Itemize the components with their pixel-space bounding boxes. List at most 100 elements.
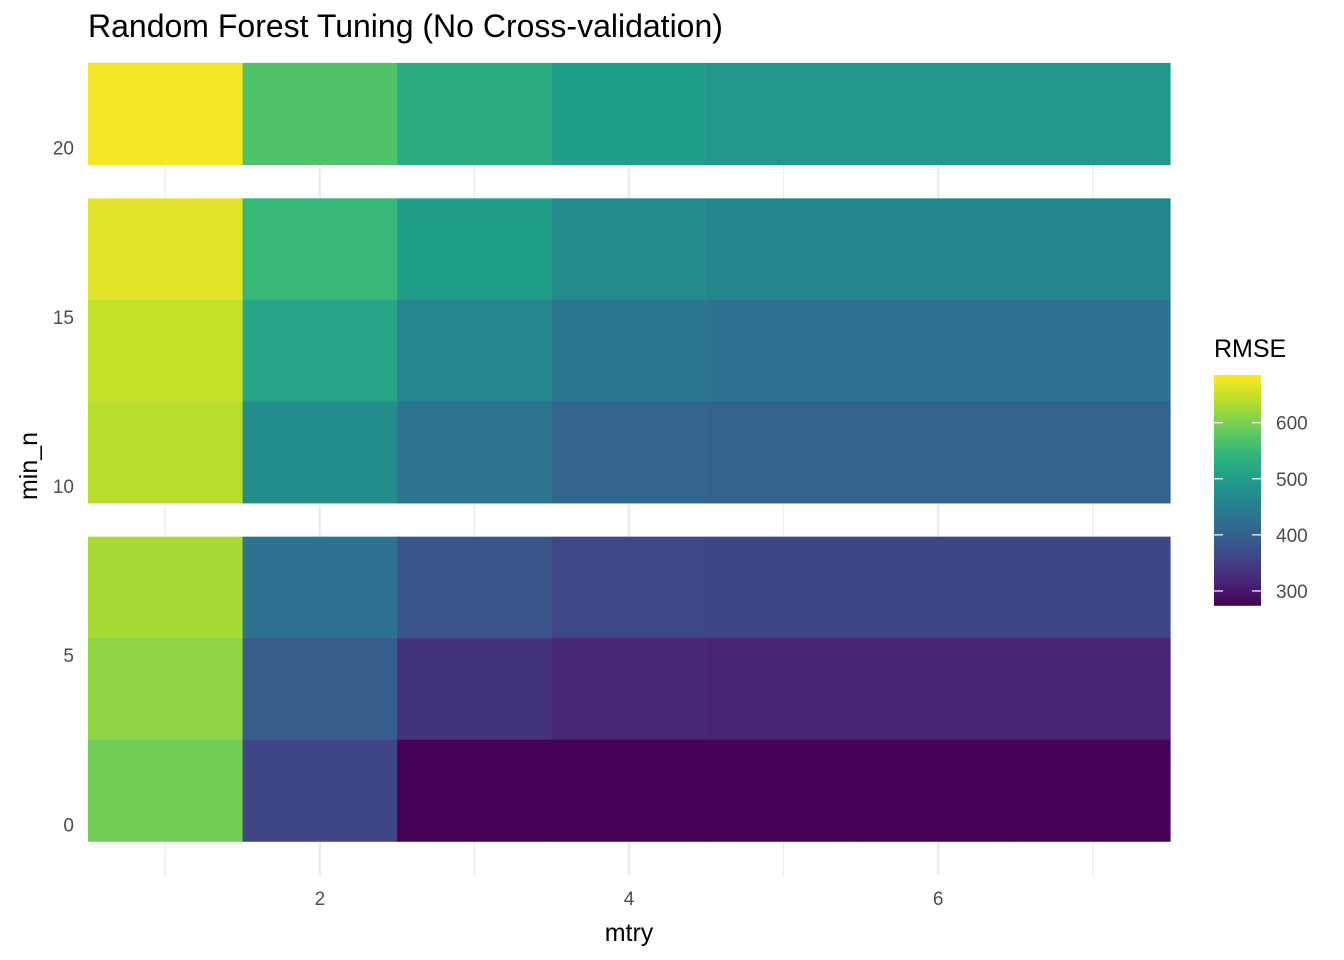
- heatmap-cell: [242, 198, 398, 301]
- heatmap-cell: [242, 299, 398, 402]
- legend-colorbar-segment: [1214, 394, 1261, 399]
- heatmap-cell: [551, 536, 707, 639]
- legend-colorbar-segment: [1214, 536, 1261, 541]
- legend-colorbar-segment: [1214, 417, 1261, 422]
- heatmap-cell: [242, 401, 398, 504]
- legend-colorbar-segment: [1214, 401, 1261, 407]
- legend-colorbar-segment: [1214, 597, 1261, 602]
- legend-colorbar-segment: [1214, 582, 1261, 587]
- legend-colorbar-segment: [1214, 593, 1261, 599]
- x-axis-ticks: 2 4 6: [315, 889, 944, 910]
- legend-colorbar-segment: [1214, 555, 1261, 560]
- heatmap-cell: [551, 638, 707, 741]
- heatmap-cell: [1015, 638, 1171, 741]
- y-tick-label: 0: [63, 815, 74, 836]
- legend-tick-label: 600: [1276, 414, 1308, 435]
- legend-colorbar-segment: [1214, 578, 1261, 583]
- heatmap-cell: [397, 536, 553, 639]
- x-axis-title: mtry: [605, 919, 654, 947]
- heatmap-cell: [88, 299, 244, 402]
- legend-colorbar-segment: [1214, 455, 1261, 461]
- legend-colorbar-segment: [1214, 490, 1261, 495]
- legend-colorbar-segment: [1214, 467, 1261, 472]
- y-tick-label: 5: [63, 646, 74, 667]
- y-tick-label: 15: [53, 308, 74, 329]
- legend-tick-label: 400: [1276, 526, 1308, 547]
- heatmap-cells: [88, 63, 1171, 842]
- heatmap-cell: [706, 739, 862, 842]
- legend-colorbar-segment: [1214, 478, 1261, 484]
- legend-colorbar-segment: [1214, 528, 1261, 533]
- chart-title: Random Forest Tuning (No Cross-validatio…: [88, 8, 723, 44]
- legend-colorbar-segment: [1214, 543, 1261, 549]
- heatmap-cell: [706, 63, 862, 166]
- legend-colorbar-segment: [1214, 532, 1261, 537]
- heatmap-cell: [88, 63, 244, 166]
- legend-colorbar-segment: [1214, 474, 1261, 480]
- legend-colorbar-segment: [1214, 482, 1261, 487]
- legend-colorbar-segment: [1214, 551, 1261, 556]
- legend-colorbar-segment: [1214, 566, 1261, 572]
- heatmap-cell: [242, 638, 398, 741]
- legend-colorbar-segment: [1214, 444, 1261, 449]
- legend-colorbar-segment: [1214, 390, 1261, 395]
- heatmap-cell: [397, 198, 553, 301]
- heatmap-cell: [397, 63, 553, 166]
- heatmap-cell: [397, 638, 553, 741]
- heatmap-cell: [1015, 536, 1171, 639]
- legend-colorbar-segment: [1214, 440, 1261, 445]
- heatmap-cell: [860, 63, 1017, 166]
- heatmap-cell: [1015, 299, 1171, 402]
- heatmap-cell: [860, 739, 1017, 842]
- legend-colorbar-segment: [1214, 432, 1261, 438]
- heatmap-cell: [88, 638, 244, 741]
- x-tick-label: 2: [315, 889, 326, 910]
- legend-colorbar-segment: [1214, 501, 1261, 507]
- legend-colorbar-segment: [1214, 585, 1261, 591]
- legend-colorbar-segment: [1214, 547, 1261, 553]
- legend-colorbar-segment: [1214, 574, 1261, 579]
- heatmap-cell: [1015, 401, 1171, 504]
- legend-colorbar-segment: [1214, 470, 1261, 476]
- legend-colorbar-segment: [1214, 562, 1261, 568]
- legend-colorbar-segment: [1214, 424, 1261, 430]
- heatmap-cell: [1015, 63, 1171, 166]
- legend-colorbar-segment: [1214, 421, 1261, 426]
- y-tick-label: 20: [53, 139, 74, 160]
- legend-colorbar-segment: [1214, 505, 1261, 510]
- y-axis-title: min_n: [15, 432, 43, 500]
- heatmap-cell: [397, 299, 553, 402]
- y-axis-ticks: 0 5 10 15 20: [53, 139, 74, 837]
- legend-colorbar-segment: [1214, 493, 1261, 499]
- legend-colorbar-segment: [1214, 413, 1261, 418]
- legend-colorbar-segment: [1214, 589, 1261, 595]
- heatmap-cell: [860, 401, 1017, 504]
- heatmap-cell: [706, 638, 862, 741]
- legend-colorbar-segment: [1214, 398, 1261, 403]
- legend-colorbar-segment: [1214, 428, 1261, 434]
- legend-colorbar-segment: [1214, 386, 1261, 392]
- heatmap-cell: [860, 198, 1017, 301]
- heatmap-cell: [397, 739, 553, 842]
- heatmap-cell: [860, 536, 1017, 639]
- y-tick-label: 10: [53, 477, 74, 498]
- legend-tick-label: 300: [1276, 582, 1308, 603]
- legend-colorbar-segment: [1214, 570, 1261, 576]
- heatmap-cell: [242, 536, 398, 639]
- legend-colorbar-segment: [1214, 382, 1261, 388]
- legend-colorbar-segment: [1214, 539, 1261, 545]
- legend-colorbar-segment: [1214, 520, 1261, 526]
- legend-colorbar-segment: [1214, 497, 1261, 503]
- heatmap-cell: [88, 739, 244, 842]
- heatmap-cell: [551, 739, 707, 842]
- heatmap-cell: [706, 401, 862, 504]
- legend-colorbar-segment: [1214, 486, 1261, 491]
- x-tick-label: 4: [624, 889, 635, 910]
- heatmap-cell: [1015, 198, 1171, 301]
- legend-tick-label: 500: [1276, 470, 1308, 491]
- legend-colorbar-segment: [1214, 451, 1261, 457]
- heatmap-cell: [706, 536, 862, 639]
- heatmap-cell: [860, 299, 1017, 402]
- legend-colorbar-segment: [1214, 509, 1261, 514]
